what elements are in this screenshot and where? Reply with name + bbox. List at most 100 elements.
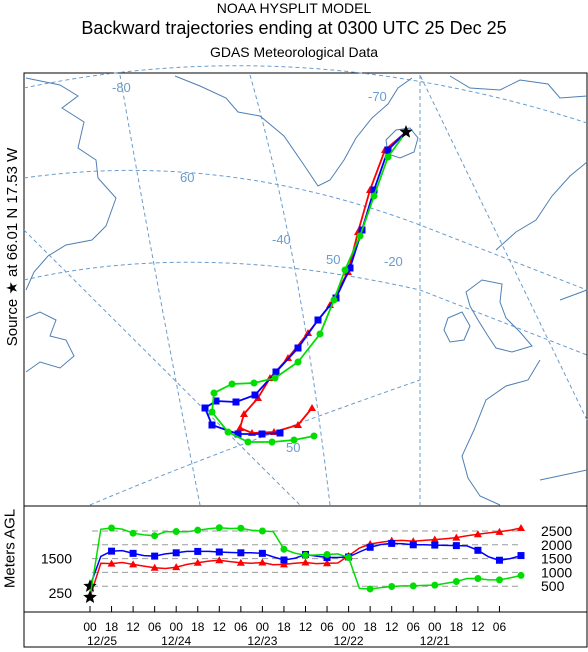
height-data-point xyxy=(452,578,460,586)
map-trajectory-point xyxy=(370,192,378,200)
map-trajectory-point xyxy=(294,421,302,428)
height-data-point xyxy=(108,547,116,555)
x-tick-label: 12 xyxy=(299,620,313,634)
map-trajectory-point xyxy=(341,266,349,274)
graticule-meridian-60 xyxy=(119,74,201,506)
title-line-2: Backward trajectories ending at 0300 UTC… xyxy=(81,18,507,38)
height-data-point xyxy=(151,532,159,540)
height-data-point xyxy=(517,523,525,531)
map-trajectory-point xyxy=(224,428,232,436)
height-data-point xyxy=(452,533,461,541)
map-trajectory-point xyxy=(232,398,240,406)
graticule-label: 60 xyxy=(180,170,194,185)
x-tick-label: 18 xyxy=(363,620,377,634)
graticule-label: 50 xyxy=(286,440,300,455)
map-trajectory-point xyxy=(314,316,322,324)
left-y-tick-label: 1500 xyxy=(41,551,72,567)
height-data-point xyxy=(150,563,159,571)
height-data-point xyxy=(302,551,309,559)
x-tick-label: 12 xyxy=(471,620,485,634)
baltic-coast xyxy=(559,289,588,301)
graticule-meridian-40 xyxy=(249,74,331,506)
map-trajectory-point xyxy=(384,153,392,161)
height-data-point xyxy=(366,585,374,593)
height-data-point xyxy=(237,549,245,557)
map-trajectory-point xyxy=(330,296,338,304)
map-trajectory-point xyxy=(250,379,258,387)
map-trajectory-point xyxy=(310,432,318,440)
height-data-point xyxy=(236,558,245,566)
map-trajectory-point xyxy=(294,358,302,366)
ireland-coast xyxy=(443,311,471,343)
height-data-point xyxy=(474,574,482,582)
height-data-point xyxy=(172,528,180,536)
source-star-icon xyxy=(399,125,413,138)
x-tick-label: 00 xyxy=(170,620,184,634)
height-data-point xyxy=(409,582,417,590)
graticule-label: -20 xyxy=(384,254,403,269)
height-data-point xyxy=(431,581,439,589)
map-coastlines xyxy=(25,75,588,506)
map-trajectory-point xyxy=(384,146,392,154)
right-y-tick-label: 1500 xyxy=(541,551,572,567)
graticule-label: -70 xyxy=(368,89,387,104)
height-data-point xyxy=(193,558,202,566)
map-graticule xyxy=(23,65,588,506)
height-data-point xyxy=(258,527,266,535)
x-tick-label: 18 xyxy=(105,620,119,634)
map-trajectory-point xyxy=(201,404,209,412)
x-tick-label: 06 xyxy=(407,620,421,634)
height-data-point xyxy=(495,527,504,535)
map-trajectory-point xyxy=(208,421,216,429)
height-data-point xyxy=(430,535,439,543)
map-trajectory-point xyxy=(370,186,378,194)
map-trajectory-point xyxy=(276,429,284,437)
height-data-point xyxy=(215,556,224,564)
map-trajectory-point xyxy=(234,430,242,438)
right-y-tick-label: 500 xyxy=(541,578,565,594)
map-frame xyxy=(23,72,588,507)
map-trajectory-point xyxy=(240,410,248,417)
map-trajectory-point xyxy=(346,264,354,272)
height-data-point xyxy=(107,559,116,567)
height-data-point xyxy=(215,548,223,556)
mediterranean-coast xyxy=(539,469,588,481)
height-data-point xyxy=(409,541,417,549)
graticule-parallel-40 xyxy=(89,379,421,506)
graticule-parallel-60 xyxy=(23,169,588,291)
baffin-labrador-coast xyxy=(25,77,117,291)
left-y-tick-label: 250 xyxy=(49,585,73,601)
france-iberia-coast xyxy=(461,359,541,506)
right-y-tick-label: 1000 xyxy=(541,564,572,580)
height-data-point xyxy=(280,545,288,553)
source-star-icon xyxy=(83,590,97,603)
map-trajectory-point xyxy=(284,354,292,361)
right-y-tick-label: 2000 xyxy=(541,537,572,553)
x-tick-label: 18 xyxy=(277,620,291,634)
height-data-point xyxy=(517,552,525,560)
height-data-point xyxy=(215,524,223,532)
map-trajectory-point xyxy=(290,436,298,444)
graticule-label: -80 xyxy=(112,80,131,95)
height-data-point xyxy=(474,546,482,554)
height-data-point xyxy=(495,576,503,584)
map-trajectory-point xyxy=(308,404,316,411)
height-data-point xyxy=(431,541,439,549)
height-data-point xyxy=(151,552,159,560)
height-data-point xyxy=(258,558,267,566)
height-data-point xyxy=(366,543,374,551)
height-data-point xyxy=(129,560,138,568)
map-trajectory-point xyxy=(228,380,236,388)
map-trajectory-point xyxy=(272,368,280,376)
height-data-point xyxy=(108,524,116,532)
x-tick-label: 06 xyxy=(493,620,507,634)
x-tick-label: 12 xyxy=(126,620,140,634)
height-data-point xyxy=(517,571,525,579)
x-tick-label: 00 xyxy=(83,620,97,634)
title-line-3: GDAS Meteorological Data xyxy=(209,44,379,60)
x-date-label: 12/23 xyxy=(247,634,277,648)
x-tick-label: 06 xyxy=(234,620,248,634)
x-date-label: 12/25 xyxy=(87,634,117,648)
height-data-point xyxy=(194,526,202,534)
